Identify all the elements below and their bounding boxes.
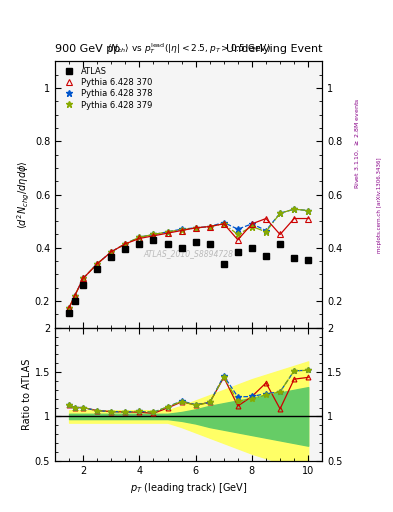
- ATLAS: [208, 241, 212, 247]
- Pythia 6.428 378: [250, 221, 254, 227]
- Pythia 6.428 378: [278, 210, 283, 216]
- Pythia 6.428 370: [179, 227, 184, 233]
- Pythia 6.428 379: [193, 225, 198, 231]
- Pythia 6.428 370: [221, 221, 226, 227]
- Pythia 6.428 379: [67, 305, 72, 311]
- Pythia 6.428 379: [292, 206, 296, 212]
- Pythia 6.428 378: [137, 234, 142, 240]
- Text: $\langle N_{ch}\rangle$ vs $p_T^{\rm lead}$($|\eta| < 2.5, p_T > 0.5$ GeV): $\langle N_{ch}\rangle$ vs $p_T^{\rm lea…: [107, 41, 270, 56]
- ATLAS: [292, 255, 296, 262]
- ATLAS: [306, 257, 310, 263]
- Pythia 6.428 378: [72, 293, 77, 299]
- ATLAS: [109, 254, 114, 260]
- Line: Pythia 6.428 370: Pythia 6.428 370: [66, 216, 311, 310]
- Pythia 6.428 379: [137, 234, 142, 240]
- Pythia 6.428 370: [165, 230, 170, 236]
- X-axis label: $p_T$ (leading track) [GeV]: $p_T$ (leading track) [GeV]: [130, 481, 247, 495]
- Pythia 6.428 379: [278, 210, 283, 216]
- Text: Underlying Event: Underlying Event: [226, 44, 322, 54]
- ATLAS: [72, 298, 77, 304]
- Text: mcplots.cern.ch [arXiv:1306.3436]: mcplots.cern.ch [arXiv:1306.3436]: [377, 157, 382, 252]
- ATLAS: [151, 237, 156, 243]
- Pythia 6.428 379: [179, 227, 184, 233]
- Pythia 6.428 379: [95, 261, 99, 267]
- Pythia 6.428 370: [123, 241, 128, 247]
- Pythia 6.428 379: [208, 223, 212, 229]
- Pythia 6.428 379: [72, 293, 77, 299]
- Pythia 6.428 370: [72, 293, 77, 299]
- Pythia 6.428 370: [306, 216, 310, 222]
- Pythia 6.428 378: [151, 231, 156, 238]
- ATLAS: [137, 241, 142, 247]
- Pythia 6.428 378: [193, 225, 198, 231]
- Pythia 6.428 378: [292, 206, 296, 212]
- Text: 900 GeV pp: 900 GeV pp: [55, 44, 120, 54]
- Pythia 6.428 378: [235, 226, 240, 232]
- Pythia 6.428 370: [208, 223, 212, 229]
- ATLAS: [221, 261, 226, 267]
- Pythia 6.428 378: [264, 227, 268, 233]
- Pythia 6.428 378: [95, 261, 99, 267]
- Line: ATLAS: ATLAS: [66, 237, 311, 316]
- Line: Pythia 6.428 379: Pythia 6.428 379: [66, 206, 311, 311]
- Pythia 6.428 379: [165, 229, 170, 235]
- Y-axis label: $\langle d^2 N_{chg}/d\eta d\phi \rangle$: $\langle d^2 N_{chg}/d\eta d\phi \rangle…: [16, 160, 32, 229]
- ATLAS: [235, 249, 240, 255]
- Pythia 6.428 378: [109, 249, 114, 255]
- Pythia 6.428 379: [306, 207, 310, 214]
- ATLAS: [95, 266, 99, 272]
- Pythia 6.428 378: [67, 305, 72, 311]
- Pythia 6.428 379: [151, 231, 156, 238]
- Pythia 6.428 379: [109, 249, 114, 255]
- Pythia 6.428 370: [250, 221, 254, 227]
- Pythia 6.428 370: [278, 231, 283, 238]
- Pythia 6.428 370: [137, 236, 142, 242]
- Legend: ATLAS, Pythia 6.428 370, Pythia 6.428 378, Pythia 6.428 379: ATLAS, Pythia 6.428 370, Pythia 6.428 37…: [59, 66, 154, 111]
- Line: Pythia 6.428 378: Pythia 6.428 378: [66, 206, 311, 311]
- Pythia 6.428 379: [81, 275, 86, 282]
- Pythia 6.428 378: [165, 229, 170, 235]
- Pythia 6.428 370: [95, 261, 99, 267]
- ATLAS: [193, 240, 198, 246]
- ATLAS: [264, 253, 268, 259]
- Pythia 6.428 379: [123, 241, 128, 247]
- Pythia 6.428 378: [221, 220, 226, 226]
- Text: ATLAS_2010_S8894728: ATLAS_2010_S8894728: [143, 249, 234, 258]
- ATLAS: [165, 241, 170, 247]
- Pythia 6.428 370: [193, 225, 198, 231]
- Pythia 6.428 379: [250, 223, 254, 229]
- ATLAS: [67, 310, 72, 316]
- Pythia 6.428 370: [292, 216, 296, 222]
- Pythia 6.428 370: [81, 275, 86, 282]
- Pythia 6.428 370: [67, 305, 72, 311]
- Text: Rivet 3.1.10, $\geq$ 2.8M events: Rivet 3.1.10, $\geq$ 2.8M events: [354, 98, 362, 189]
- ATLAS: [250, 245, 254, 251]
- Pythia 6.428 379: [264, 229, 268, 235]
- Pythia 6.428 378: [81, 275, 86, 282]
- Pythia 6.428 378: [306, 207, 310, 214]
- ATLAS: [123, 246, 128, 252]
- Pythia 6.428 378: [179, 226, 184, 232]
- ATLAS: [179, 245, 184, 251]
- Pythia 6.428 378: [123, 241, 128, 247]
- Pythia 6.428 379: [221, 221, 226, 227]
- Pythia 6.428 370: [109, 249, 114, 255]
- Pythia 6.428 379: [235, 231, 240, 238]
- ATLAS: [81, 282, 86, 288]
- Y-axis label: Ratio to ATLAS: Ratio to ATLAS: [22, 358, 32, 430]
- Pythia 6.428 370: [235, 237, 240, 243]
- Pythia 6.428 378: [208, 223, 212, 229]
- ATLAS: [278, 241, 283, 247]
- Pythia 6.428 370: [264, 216, 268, 222]
- Pythia 6.428 370: [151, 233, 156, 239]
